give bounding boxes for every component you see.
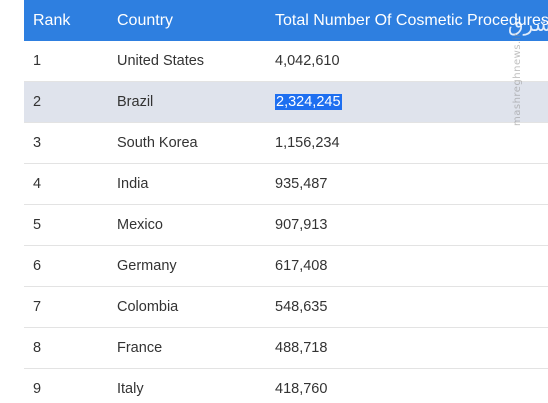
cell-total: 548,635	[275, 286, 548, 328]
watermark-logo: مشرق	[508, 12, 548, 36]
watermark-url: mashreghnews.ir	[512, 32, 523, 126]
watermark: مشرق mashreghnews.ir	[502, 10, 548, 126]
cell-country: Italy	[117, 368, 275, 403]
table-row[interactable]: 8 France 488,718	[24, 327, 548, 369]
column-header-total[interactable]: Total Number Of Cosmetic Procedures	[275, 0, 548, 41]
column-header-country[interactable]: Country	[117, 0, 275, 41]
table-row[interactable]: 5 Mexico 907,913	[24, 204, 548, 246]
ranking-table-container: Rank Country Total Number Of Cosmetic Pr…	[24, 0, 548, 403]
cell-country: South Korea	[117, 122, 275, 164]
cell-country: United States	[117, 41, 275, 82]
cell-rank: 1	[24, 41, 117, 82]
cell-total: 488,718	[275, 327, 548, 369]
selected-text[interactable]: 2,324,245	[275, 94, 342, 110]
cell-total: 4,042,610	[275, 41, 548, 82]
cell-total: 907,913	[275, 204, 548, 246]
cell-rank: 4	[24, 163, 117, 205]
table-header-row: Rank Country Total Number Of Cosmetic Pr…	[24, 0, 548, 41]
table-row[interactable]: 3 South Korea 1,156,234	[24, 122, 548, 164]
cell-country: Colombia	[117, 286, 275, 328]
cell-total: 1,156,234	[275, 122, 548, 164]
table-row[interactable]: 1 United States 4,042,610	[24, 41, 548, 82]
cell-total: 935,487	[275, 163, 548, 205]
cell-country: France	[117, 327, 275, 369]
table-row[interactable]: 9 Italy 418,760	[24, 368, 548, 403]
cell-rank: 8	[24, 327, 117, 369]
cell-rank: 6	[24, 245, 117, 287]
cell-total: 418,760	[275, 368, 548, 403]
cell-country: India	[117, 163, 275, 205]
table-row[interactable]: 4 India 935,487	[24, 163, 548, 205]
table-row[interactable]: 7 Colombia 548,635	[24, 286, 548, 328]
cell-rank: 3	[24, 122, 117, 164]
ranking-table: Rank Country Total Number Of Cosmetic Pr…	[24, 0, 548, 403]
column-header-rank[interactable]: Rank	[24, 0, 117, 41]
cell-rank: 7	[24, 286, 117, 328]
cell-country: Mexico	[117, 204, 275, 246]
cell-rank: 5	[24, 204, 117, 246]
cell-country: Germany	[117, 245, 275, 287]
table-row[interactable]: 2 Brazil 2,324,245	[24, 81, 548, 123]
table-body: 1 United States 4,042,610 2 Brazil 2,324,245 3…	[24, 41, 548, 403]
cell-country: Brazil	[117, 81, 275, 123]
cell-rank: 2	[24, 81, 117, 123]
cell-total: 617,408	[275, 245, 548, 287]
cell-total: 2,324,245	[275, 81, 548, 123]
table-row[interactable]: 6 Germany 617,408	[24, 245, 548, 287]
cell-rank: 9	[24, 368, 117, 403]
